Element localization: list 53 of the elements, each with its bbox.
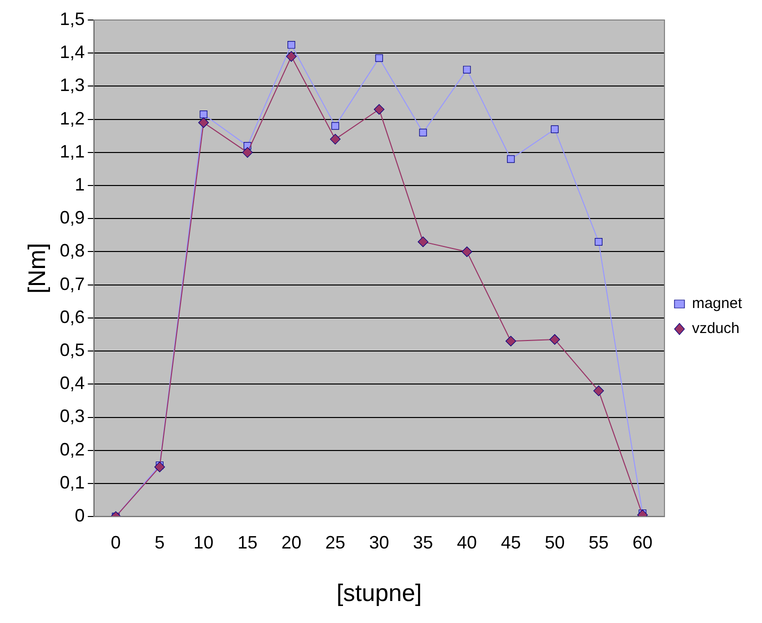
y-tick-label: 1,1 xyxy=(60,141,85,162)
x-tick-label: 10 xyxy=(194,532,214,552)
y-tick-label: 1 xyxy=(74,174,85,194)
y-tick-label: 0,7 xyxy=(60,274,85,294)
x-tick-label: 40 xyxy=(456,532,477,552)
x-tick-label: 45 xyxy=(500,532,521,552)
point xyxy=(463,66,471,74)
point xyxy=(506,336,516,346)
x-tick-label: 5 xyxy=(154,532,165,552)
point xyxy=(200,110,208,118)
y-tick-label: 0 xyxy=(74,506,85,526)
point xyxy=(288,40,296,49)
point xyxy=(330,134,341,144)
y-tick-label: 0,1 xyxy=(60,472,85,492)
y-tick-label: 0,9 xyxy=(60,208,85,228)
point xyxy=(462,246,472,258)
point xyxy=(418,236,428,248)
point xyxy=(242,147,253,158)
point xyxy=(549,334,560,345)
y-tick-label: 1,2 xyxy=(60,108,85,128)
point xyxy=(550,125,559,134)
y-tick-label: 0,3 xyxy=(60,406,85,426)
y-tick-label: 0,8 xyxy=(60,240,85,261)
y-tick-label: 0,5 xyxy=(60,340,85,360)
y-tick-label: 0,4 xyxy=(60,373,85,394)
y-tick-label: 0,6 xyxy=(60,306,85,327)
point xyxy=(594,238,602,246)
point xyxy=(286,51,297,62)
x-tick-label: 15 xyxy=(237,532,258,552)
x-tick-label: 20 xyxy=(281,532,302,552)
y-tick-label: 1,3 xyxy=(60,75,85,96)
point xyxy=(419,128,427,136)
x-axis-title: [stupne] xyxy=(336,580,422,608)
y-tick-label: 0,2 xyxy=(60,439,85,460)
point xyxy=(331,122,340,130)
point xyxy=(154,462,165,472)
x-tick-label: 50 xyxy=(544,532,565,552)
x-tick-label: 25 xyxy=(325,532,346,552)
x-tick-label: 30 xyxy=(369,532,390,552)
x-tick-label: 60 xyxy=(632,532,653,552)
x-tick-label: 55 xyxy=(588,532,609,552)
x-tick-label: 35 xyxy=(413,532,434,552)
point xyxy=(507,155,515,163)
point xyxy=(593,385,604,396)
point xyxy=(198,117,209,128)
y-tick-label: 1,4 xyxy=(60,42,85,62)
point xyxy=(374,104,384,115)
x-tick-label: 0 xyxy=(110,532,121,552)
legend-label: magnet xyxy=(692,295,743,312)
legend-label: vzduch xyxy=(692,320,740,338)
y-axis-title: [Nm] xyxy=(24,242,52,294)
y-tick-label: 1,5 xyxy=(60,8,85,29)
point xyxy=(375,54,383,62)
